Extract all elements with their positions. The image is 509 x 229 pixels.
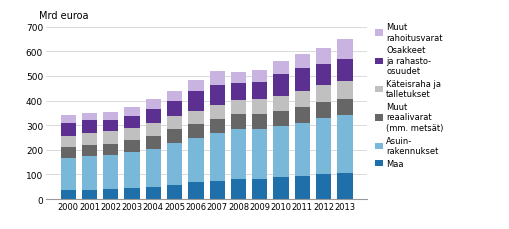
Bar — [124, 188, 139, 199]
Bar — [146, 149, 161, 187]
Bar — [316, 102, 331, 118]
Bar — [251, 129, 267, 180]
Bar — [103, 189, 118, 199]
Bar — [231, 180, 246, 199]
Bar — [103, 120, 118, 132]
Bar — [166, 102, 182, 117]
Bar — [103, 155, 118, 189]
Bar — [61, 148, 76, 159]
Bar — [231, 114, 246, 129]
Bar — [209, 72, 224, 85]
Bar — [336, 174, 352, 199]
Bar — [316, 118, 331, 175]
Bar — [316, 86, 331, 102]
Bar — [146, 124, 161, 136]
Bar — [251, 180, 267, 199]
Bar — [336, 115, 352, 174]
Bar — [273, 62, 288, 74]
Bar — [166, 117, 182, 130]
Bar — [61, 191, 76, 199]
Bar — [273, 74, 288, 96]
Bar — [273, 127, 288, 177]
Bar — [188, 183, 203, 199]
Bar — [61, 137, 76, 148]
Bar — [209, 106, 224, 120]
Bar — [188, 92, 203, 111]
Bar — [61, 159, 76, 191]
Bar — [336, 60, 352, 82]
Bar — [316, 65, 331, 86]
Bar — [209, 85, 224, 106]
Bar — [251, 71, 267, 82]
Bar — [231, 83, 246, 100]
Bar — [81, 121, 97, 134]
Bar — [146, 109, 161, 124]
Bar — [188, 80, 203, 92]
Bar — [124, 107, 139, 116]
Bar — [209, 181, 224, 199]
Bar — [103, 132, 118, 144]
Bar — [103, 112, 118, 120]
Bar — [231, 129, 246, 180]
Bar — [209, 134, 224, 181]
Bar — [146, 136, 161, 149]
Bar — [81, 145, 97, 156]
Bar — [294, 176, 309, 199]
Bar — [294, 107, 309, 123]
Bar — [251, 99, 267, 114]
Bar — [124, 152, 139, 188]
Bar — [316, 175, 331, 199]
Bar — [146, 187, 161, 199]
Bar — [81, 134, 97, 145]
Bar — [294, 91, 309, 107]
Bar — [251, 114, 267, 129]
Bar — [294, 55, 309, 69]
Bar — [81, 114, 97, 121]
Bar — [81, 156, 97, 191]
Bar — [231, 100, 246, 114]
Bar — [188, 111, 203, 125]
Bar — [294, 123, 309, 176]
Bar — [103, 144, 118, 155]
Bar — [273, 96, 288, 112]
Bar — [61, 116, 76, 123]
Bar — [231, 73, 246, 83]
Bar — [124, 128, 139, 140]
Bar — [251, 82, 267, 99]
Bar — [316, 49, 331, 65]
Bar — [166, 91, 182, 102]
Bar — [61, 123, 76, 137]
Bar — [188, 125, 203, 139]
Bar — [166, 130, 182, 144]
Bar — [273, 177, 288, 199]
Text: Mrd euroa: Mrd euroa — [39, 11, 89, 21]
Bar — [166, 144, 182, 185]
Bar — [294, 69, 309, 91]
Bar — [273, 112, 288, 127]
Bar — [336, 82, 352, 99]
Bar — [146, 100, 161, 109]
Bar — [124, 116, 139, 128]
Bar — [336, 40, 352, 60]
Bar — [166, 185, 182, 199]
Bar — [336, 99, 352, 115]
Bar — [188, 139, 203, 183]
Bar — [209, 120, 224, 134]
Legend: Muut
rahoitusvarat, Osakkeet
ja rahasto-
osuudet, Käteisraha ja
talletukset, Muu: Muut rahoitusvarat, Osakkeet ja rahasto-… — [374, 23, 443, 168]
Bar — [124, 140, 139, 152]
Bar — [81, 191, 97, 199]
